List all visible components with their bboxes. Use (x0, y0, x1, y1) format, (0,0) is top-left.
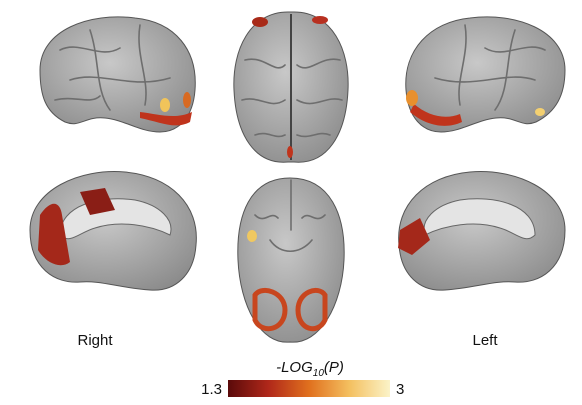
brain-medial-right (29, 171, 197, 291)
brain-ventral (237, 177, 345, 343)
colorbar-title-part: -LOG (276, 359, 313, 376)
colorbar-title-part: (P) (324, 359, 344, 376)
left-label: Left (472, 332, 498, 349)
colorbar (228, 380, 390, 397)
right-label: Right (77, 332, 113, 349)
brain-dorsal (233, 11, 349, 163)
brain-medial-left (398, 171, 566, 291)
brain-lateral-right (39, 16, 196, 133)
colorbar-min: 1.3 (201, 381, 222, 398)
colorbar-max: 3 (396, 381, 404, 398)
colorbar-title-sub: 10 (313, 368, 325, 379)
brain-lateral-left (405, 16, 566, 133)
colorbar-title: -LOG10(P) (276, 359, 344, 379)
